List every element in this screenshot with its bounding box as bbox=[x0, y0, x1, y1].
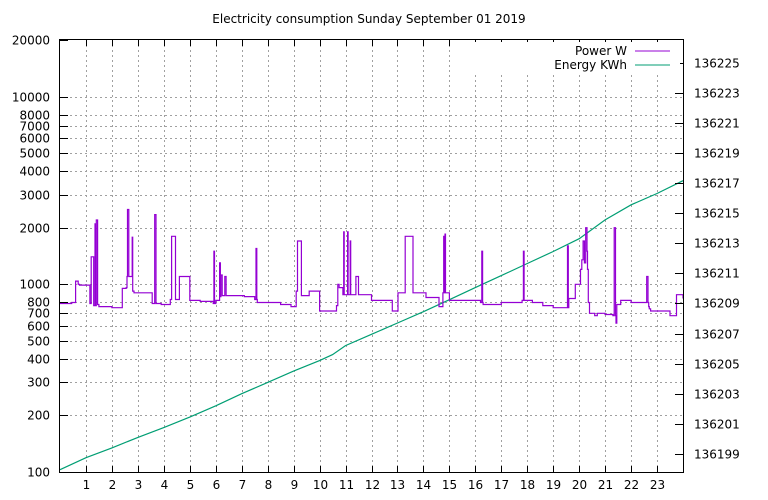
x-tick-label: 21 bbox=[598, 478, 613, 492]
x-tick-label: 4 bbox=[161, 478, 169, 492]
y2-tick-label: 136207 bbox=[694, 328, 740, 342]
y-tick-label: 500 bbox=[27, 335, 50, 349]
x-tick-label: 18 bbox=[520, 478, 535, 492]
y-tick-label: 3000 bbox=[19, 189, 50, 203]
x-tick-label: 16 bbox=[468, 478, 483, 492]
y-tick-label: 5000 bbox=[19, 147, 50, 161]
x-tick-label: 5 bbox=[187, 478, 195, 492]
y-tick-label: 400 bbox=[27, 353, 50, 367]
y-tick-label: 800 bbox=[27, 296, 50, 310]
y2-tick-label: 136199 bbox=[694, 448, 740, 462]
x-tick-label: 22 bbox=[624, 478, 639, 492]
y-tick-label: 1000 bbox=[19, 278, 50, 292]
x-tick-label: 14 bbox=[416, 478, 431, 492]
y-tick-label: 100 bbox=[27, 466, 50, 480]
legend: Power W Energy KWh bbox=[474, 42, 680, 72]
y-tick-label: 300 bbox=[27, 376, 50, 390]
x-tick-label: 3 bbox=[135, 478, 143, 492]
x-tick-label: 12 bbox=[365, 478, 380, 492]
legend-label-power: Power W bbox=[575, 44, 627, 58]
y2-tick-label: 136217 bbox=[694, 177, 740, 191]
energy-series bbox=[59, 180, 684, 471]
x-tick-label: 8 bbox=[265, 478, 273, 492]
y2-tick-label: 136219 bbox=[694, 147, 740, 161]
x-tick-label: 7 bbox=[239, 478, 247, 492]
energy-line bbox=[59, 180, 684, 471]
y-tick-label: 7000 bbox=[19, 120, 50, 134]
x-tick-label: 6 bbox=[213, 478, 221, 492]
y2-tick-label: 136201 bbox=[694, 418, 740, 432]
chart-title: Electricity consumption Sunday September… bbox=[212, 12, 525, 26]
x-tick-label: 2 bbox=[109, 478, 117, 492]
plot-frame bbox=[59, 39, 684, 473]
y-tick-label: 2000 bbox=[19, 222, 50, 236]
y2-axis-ticks: 136199 136201 136203 136205 136207 136209 1362… bbox=[675, 57, 740, 462]
power-line bbox=[60, 208, 684, 324]
grid bbox=[60, 40, 683, 472]
y-tick-label: 4000 bbox=[19, 165, 50, 179]
x-tick-label: 1 bbox=[83, 478, 91, 492]
y-tick-label: 10000 bbox=[12, 91, 50, 105]
legend-label-energy: Energy KWh bbox=[554, 58, 627, 72]
x-tick-label: 19 bbox=[546, 478, 561, 492]
x-tick-label: 23 bbox=[650, 478, 665, 492]
y-tick-label: 700 bbox=[27, 307, 50, 321]
power-series bbox=[60, 208, 684, 324]
y2-tick-label: 136223 bbox=[694, 87, 740, 101]
x-tick-label: 10 bbox=[313, 478, 328, 492]
x-tick-label: 17 bbox=[494, 478, 509, 492]
y-tick-label: 200 bbox=[27, 409, 50, 423]
y2-tick-label: 136225 bbox=[694, 57, 740, 71]
y2-tick-label: 136203 bbox=[694, 388, 740, 402]
x-tick-label: 9 bbox=[291, 478, 299, 492]
y-tick-label: 8000 bbox=[19, 109, 50, 123]
y2-tick-label: 136213 bbox=[694, 237, 740, 251]
y2-tick-label: 136221 bbox=[694, 117, 740, 131]
x-axis-ticks: 1 2 3 4 5 6 7 8 9 10 11 12 13 14 15 16 17 18 19 20 21 22 23 bbox=[83, 40, 665, 492]
y-tick-label: 6000 bbox=[19, 132, 50, 146]
x-tick-label: 13 bbox=[390, 478, 405, 492]
y2-tick-label: 136211 bbox=[694, 267, 740, 281]
y2-tick-label: 136215 bbox=[694, 207, 740, 221]
y-tick-label: 600 bbox=[27, 320, 50, 334]
x-tick-label: 20 bbox=[572, 478, 587, 492]
y2-tick-label: 136205 bbox=[694, 358, 740, 372]
y2-tick-label: 136209 bbox=[694, 297, 740, 311]
x-tick-label: 15 bbox=[442, 478, 457, 492]
x-tick-label: 11 bbox=[339, 478, 354, 492]
y-tick-label: 20000 bbox=[12, 34, 50, 48]
